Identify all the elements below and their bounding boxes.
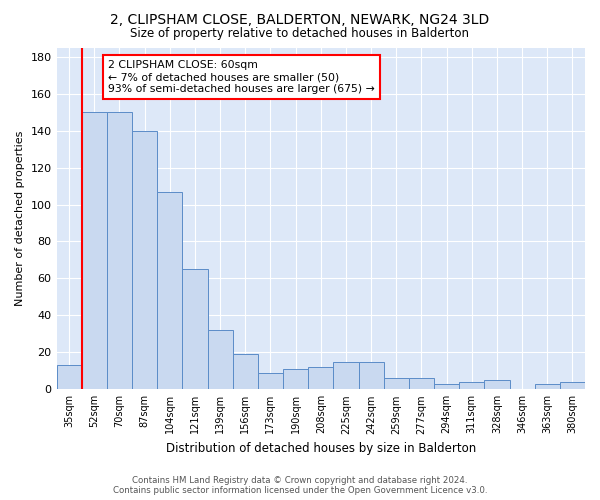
Bar: [283, 369, 308, 390]
Bar: [409, 378, 434, 390]
Y-axis label: Number of detached properties: Number of detached properties: [15, 130, 25, 306]
Bar: [182, 269, 208, 390]
Bar: [535, 384, 560, 390]
Bar: [208, 330, 233, 390]
Text: Size of property relative to detached houses in Balderton: Size of property relative to detached ho…: [131, 28, 470, 40]
X-axis label: Distribution of detached houses by size in Balderton: Distribution of detached houses by size …: [166, 442, 476, 455]
Text: 2, CLIPSHAM CLOSE, BALDERTON, NEWARK, NG24 3LD: 2, CLIPSHAM CLOSE, BALDERTON, NEWARK, NG…: [110, 12, 490, 26]
Bar: [484, 380, 509, 390]
Bar: [560, 382, 585, 390]
Bar: [157, 192, 182, 390]
Bar: [107, 112, 132, 390]
Bar: [233, 354, 258, 390]
Bar: [82, 112, 107, 390]
Bar: [308, 367, 334, 390]
Bar: [359, 362, 383, 390]
Bar: [383, 378, 409, 390]
Bar: [56, 366, 82, 390]
Text: 2 CLIPSHAM CLOSE: 60sqm
← 7% of detached houses are smaller (50)
93% of semi-det: 2 CLIPSHAM CLOSE: 60sqm ← 7% of detached…: [108, 60, 375, 94]
Bar: [258, 372, 283, 390]
Bar: [459, 382, 484, 390]
Bar: [434, 384, 459, 390]
Bar: [132, 130, 157, 390]
Text: Contains HM Land Registry data © Crown copyright and database right 2024.
Contai: Contains HM Land Registry data © Crown c…: [113, 476, 487, 495]
Bar: [334, 362, 359, 390]
